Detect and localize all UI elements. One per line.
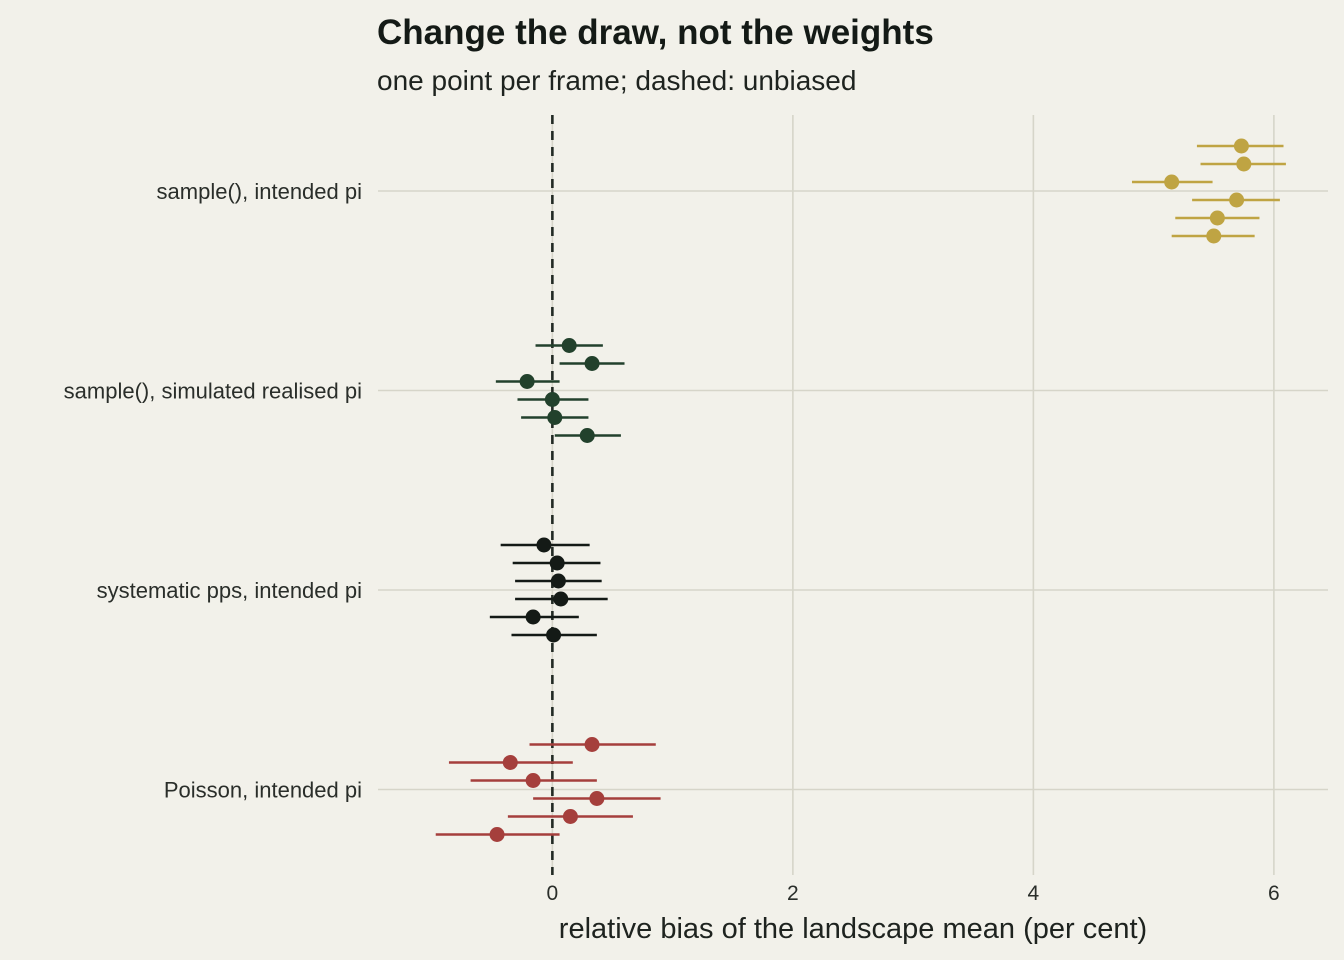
estimate-point xyxy=(584,737,600,752)
estimate-point xyxy=(584,356,600,371)
estimate-point xyxy=(525,609,541,625)
estimate-point xyxy=(562,809,578,824)
estimate-point xyxy=(579,428,595,443)
category-label: systematic pps, intended pi xyxy=(97,578,362,603)
grid-layer xyxy=(378,115,1328,875)
estimate-point xyxy=(489,827,505,842)
x-tick-label: 4 xyxy=(1028,882,1040,905)
estimate-point xyxy=(1236,156,1252,172)
estimate-point xyxy=(549,555,565,571)
category-label: sample(), simulated realised pi xyxy=(64,379,362,404)
estimate-point xyxy=(519,374,535,389)
category-label: sample(), intended pi xyxy=(157,179,362,204)
estimate-point xyxy=(1209,210,1225,226)
estimate-point xyxy=(546,627,562,643)
estimate-point xyxy=(547,410,563,425)
estimate-point xyxy=(502,755,518,770)
estimate-point xyxy=(1206,228,1222,244)
estimate-point xyxy=(589,791,605,806)
estimate-point xyxy=(550,573,566,589)
x-tick-labels: 0 2 4 6 xyxy=(547,882,1280,905)
category-labels: sample(), intended pi sample(), simulated… xyxy=(64,179,362,803)
marks-layer xyxy=(435,138,1286,842)
chart-subtitle: one point per frame; dashed: unbiased xyxy=(377,65,856,96)
estimate-point xyxy=(544,392,560,407)
x-axis-title: relative bias of the landscape mean (per… xyxy=(559,913,1147,945)
estimate-point xyxy=(1233,138,1249,154)
estimate-point xyxy=(525,773,541,788)
chart-title: Change the draw, not the weights xyxy=(377,13,934,52)
category-label: Poisson, intended pi xyxy=(164,778,362,803)
estimate-point xyxy=(1229,192,1245,208)
estimate-point xyxy=(536,537,552,553)
x-tick-label: 0 xyxy=(547,882,559,905)
x-tick-label: 2 xyxy=(787,882,799,905)
estimate-point xyxy=(561,338,577,353)
estimate-point xyxy=(553,591,569,607)
estimate-point xyxy=(1164,174,1180,190)
x-tick-label: 6 xyxy=(1268,882,1280,905)
